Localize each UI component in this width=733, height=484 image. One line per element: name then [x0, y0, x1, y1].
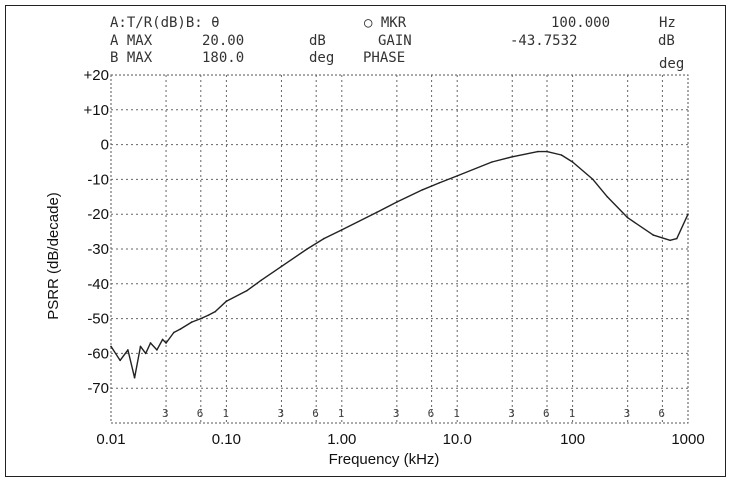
data-point	[119, 359, 121, 362]
y-tick-label: -70	[87, 380, 109, 397]
data-point	[190, 321, 193, 323]
data-point	[687, 213, 689, 215]
data-point	[199, 317, 202, 320]
data-point	[172, 331, 175, 334]
minor-tick-label: 6	[428, 407, 435, 420]
y-tick-labels: +20 +10 0 -10 -20 -30 -40 -50 -60 -70	[84, 67, 109, 397]
minor-tick-label: 3	[508, 407, 515, 420]
data-point	[341, 229, 343, 231]
marker-frequency-unit: Hz	[659, 15, 676, 31]
data-point	[375, 211, 378, 214]
header-a-max-unit: dB	[309, 33, 326, 49]
y-tick-label: -20	[87, 206, 109, 223]
data-point	[280, 265, 283, 268]
data-point	[592, 178, 594, 181]
data-point	[396, 201, 398, 203]
minor-tick-label: 1	[222, 407, 229, 420]
data-point	[165, 342, 167, 344]
data-point	[546, 150, 548, 153]
minor-tick-label: 6	[197, 407, 204, 420]
data-point	[511, 155, 514, 158]
minor-tick-label: 1	[338, 407, 345, 420]
minor-tick-label: 3	[277, 407, 284, 420]
data-point	[626, 216, 629, 219]
data-point	[560, 154, 563, 156]
data-point	[127, 349, 129, 351]
data-point	[606, 196, 609, 198]
minor-tick-label: 1	[453, 407, 460, 420]
y-tick-label: -40	[87, 276, 109, 293]
minor-tick-label: 1	[569, 407, 576, 420]
series-group	[110, 150, 689, 379]
phase-unit: deg	[659, 56, 684, 72]
data-point	[323, 237, 325, 240]
chart-header: A:T/R(dB)B: θ A MAX 20.00 dB B MAX 180.0…	[110, 15, 684, 72]
header-b-max-unit: deg	[309, 50, 334, 66]
data-point	[571, 161, 574, 163]
marker-label: ○ MKR	[364, 15, 407, 31]
data-point	[225, 300, 228, 303]
data-point	[491, 161, 493, 163]
x-tick-label: 0.10	[212, 431, 241, 448]
minor-tick-label: 6	[312, 407, 319, 420]
y-tick-label: 0	[101, 137, 109, 154]
y-tick-label: +20	[84, 67, 109, 84]
x-axis-label: Frequency (kHz)	[329, 451, 440, 468]
data-point	[456, 175, 459, 177]
header-a-max-value: 20.00	[202, 33, 244, 49]
data-point	[438, 182, 441, 184]
x-tick-label: 10.0	[443, 431, 472, 448]
y-axis-label: PSRR (dB/decade)	[45, 192, 62, 320]
header-b-max-value: 180.0	[202, 50, 244, 66]
data-point	[179, 328, 182, 330]
data-point	[144, 352, 147, 355]
data-point	[161, 338, 164, 341]
psrr-chart: A:T/R(dB)B: θ A MAX 20.00 dB B MAX 180.0…	[45, 15, 705, 468]
minor-tick-label: 3	[162, 407, 169, 420]
y-tick-label: -10	[87, 171, 109, 188]
minor-tick-label: 6	[658, 407, 665, 420]
gain-value: -43.7532	[510, 33, 577, 49]
grid	[110, 74, 689, 424]
y-tick-label: -60	[87, 345, 109, 362]
minor-tick-label: 6	[543, 407, 550, 420]
data-point	[110, 345, 112, 348]
y-tick-label: +10	[84, 102, 109, 119]
chart-frame: A:T/R(dB)B: θ A MAX 20.00 dB B MAX 180.0…	[5, 5, 726, 477]
data-point	[245, 289, 248, 292]
header-b-max-label: B MAX	[110, 50, 153, 66]
minor-tick-label: 3	[393, 407, 400, 420]
data-point	[306, 248, 308, 250]
data-point	[214, 310, 217, 313]
data-point	[139, 345, 142, 348]
x-tick-label: 0.01	[96, 431, 125, 448]
phase-label: PHASE	[363, 50, 405, 66]
x-tick-label: 100	[560, 431, 585, 448]
data-point	[149, 342, 152, 344]
x-tick-label: 1.00	[327, 431, 356, 448]
x-tick-label: 1000	[671, 431, 704, 448]
marker-frequency: 100.000	[551, 15, 610, 31]
data-point	[537, 150, 539, 153]
data-point	[652, 234, 655, 236]
x-tick-labels: 0.01 0.10 1.00 10.0 100 1000	[96, 431, 704, 448]
data-point	[676, 237, 678, 240]
header-a-max-label: A MAX	[110, 33, 153, 49]
gain-unit: dB	[658, 33, 675, 49]
data-point	[156, 349, 158, 351]
data-point	[669, 239, 671, 242]
data-point	[421, 189, 424, 191]
gain-label: GAIN	[378, 33, 412, 49]
psrr-series-line	[110, 150, 689, 379]
data-point	[133, 376, 136, 379]
minor-tick-labels: 3 6 1 3 6 1 3 6 1 3 6 1 3 6	[162, 407, 665, 420]
header-line1: A:T/R(dB)B: θ	[110, 15, 220, 31]
data-point	[207, 314, 210, 316]
y-tick-label: -50	[87, 311, 109, 328]
minor-tick-label: 3	[624, 407, 631, 420]
data-point	[260, 279, 262, 282]
y-tick-label: -30	[87, 241, 109, 258]
